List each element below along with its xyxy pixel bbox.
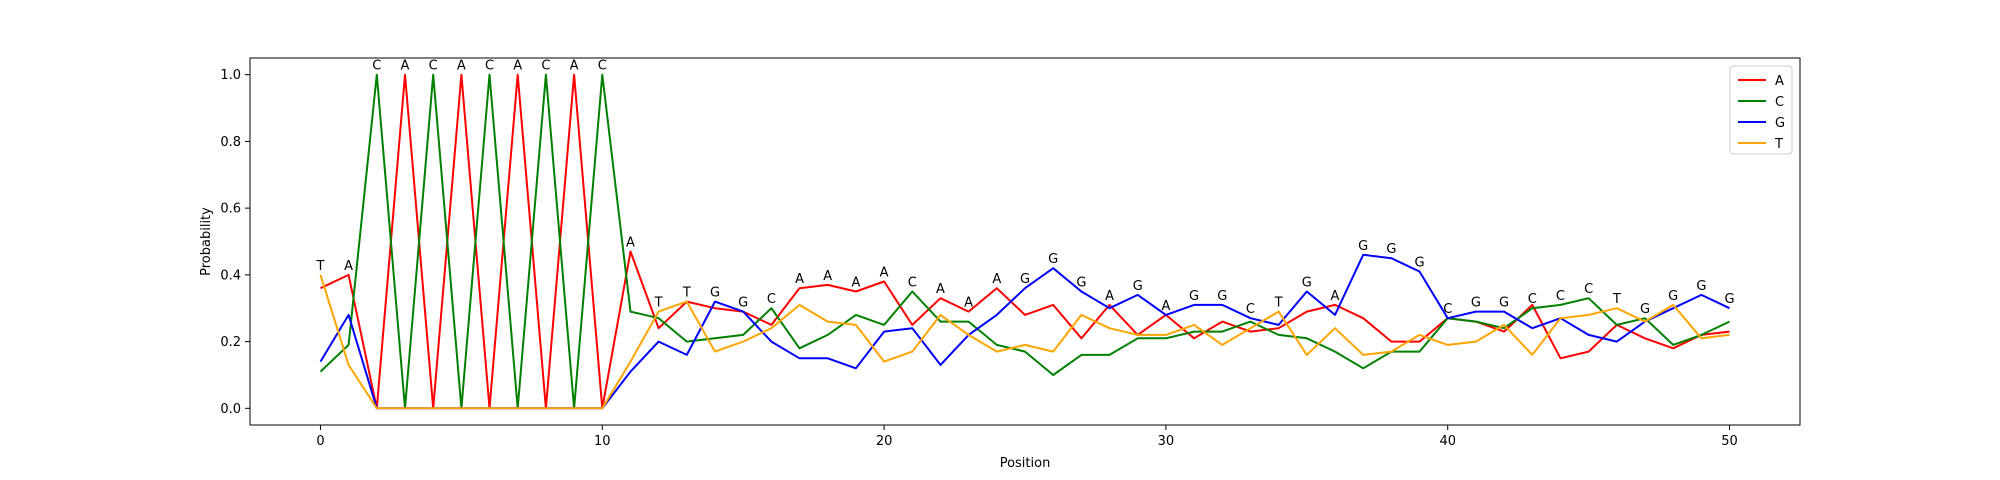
x-tick-label: 10 (594, 434, 611, 449)
peak-label: G (1696, 279, 1706, 294)
peak-label: C (1528, 292, 1537, 307)
peak-label: A (1331, 289, 1340, 304)
x-axis-label: Position (1000, 456, 1051, 471)
legend-label-C: C (1775, 95, 1784, 110)
peak-label: T (315, 259, 324, 274)
peak-label: G (1133, 279, 1143, 294)
legend-label-T: T (1774, 137, 1783, 152)
peak-label: A (964, 296, 973, 311)
peak-label: A (344, 259, 353, 274)
peak-label: C (485, 59, 494, 74)
peak-label: A (992, 272, 1001, 287)
legend-label-A: A (1775, 74, 1784, 89)
peak-label: T (1274, 296, 1283, 311)
peak-label: C (1556, 289, 1565, 304)
peak-label: T (682, 286, 691, 301)
y-axis-label: Probability (199, 207, 214, 276)
peak-label: C (372, 59, 381, 74)
y-tick-label: 0.8 (220, 135, 241, 150)
peak-label: A (823, 269, 832, 284)
peak-label: A (880, 266, 889, 281)
y-tick-label: 0.2 (220, 335, 241, 350)
peak-label: A (795, 272, 804, 287)
peak-label: T (1612, 292, 1621, 307)
peak-label: G (1668, 289, 1678, 304)
peak-label: G (1020, 272, 1030, 287)
peak-label: C (541, 59, 550, 74)
peak-label: C (767, 292, 776, 307)
peak-label: C (1443, 302, 1452, 317)
peak-label: G (1415, 256, 1425, 271)
peak-label: A (401, 59, 410, 74)
peak-label: A (1105, 289, 1114, 304)
peak-label: A (851, 276, 860, 291)
axis-ticks: 0 10 20 30 40 50 0.0 0.2 0.4 0.6 0.8 1.0 (220, 68, 1738, 449)
peak-label: A (570, 59, 579, 74)
series-line-T (319, 274, 1730, 410)
axes-frame (249, 57, 1801, 426)
x-tick-label: 20 (876, 434, 893, 449)
peak-label: G (1048, 252, 1058, 267)
peak-label: A (626, 236, 635, 251)
peak-label: A (936, 282, 945, 297)
legend-box (1729, 65, 1793, 155)
x-tick-label: 0 (316, 434, 324, 449)
peak-label: G (710, 286, 720, 301)
y-tick-label: 0.0 (220, 402, 241, 417)
peak-label: A (513, 59, 522, 74)
peak-label: C (1584, 282, 1593, 297)
peak-label: A (457, 59, 466, 74)
peak-label: G (1640, 302, 1650, 317)
y-tick-label: 0.4 (220, 268, 241, 283)
peak-label: G (1386, 242, 1396, 257)
peak-label: A (1161, 299, 1170, 314)
peak-label: G (1471, 296, 1481, 311)
peak-label: G (1499, 296, 1509, 311)
peak-label: C (429, 59, 438, 74)
x-tick-label: 40 (1439, 434, 1456, 449)
legend-label-G: G (1775, 116, 1785, 131)
plot-area: T A C A C A C A C A C A T T G G C A A A A C A A A G G G A G A G G C T G A G G G… (315, 59, 1735, 410)
peak-label: G (1189, 289, 1199, 304)
y-tick-label: 0.6 (220, 202, 241, 217)
x-tick-label: 30 (1158, 434, 1175, 449)
peak-label: G (1358, 239, 1368, 254)
peak-label: G (1217, 289, 1227, 304)
y-tick-label: 1.0 (220, 68, 241, 83)
peak-label: T (654, 296, 663, 311)
peak-label: G (1302, 276, 1312, 291)
x-tick-label: 50 (1721, 434, 1738, 449)
peak-label: C (1246, 302, 1255, 317)
peak-label: G (1725, 292, 1735, 307)
peak-label: C (908, 276, 917, 291)
peak-label: G (738, 296, 748, 311)
peak-label: C (598, 59, 607, 74)
series-line-C (319, 73, 1730, 410)
peak-label: G (1076, 276, 1086, 291)
series-line-A (320, 73, 1730, 410)
